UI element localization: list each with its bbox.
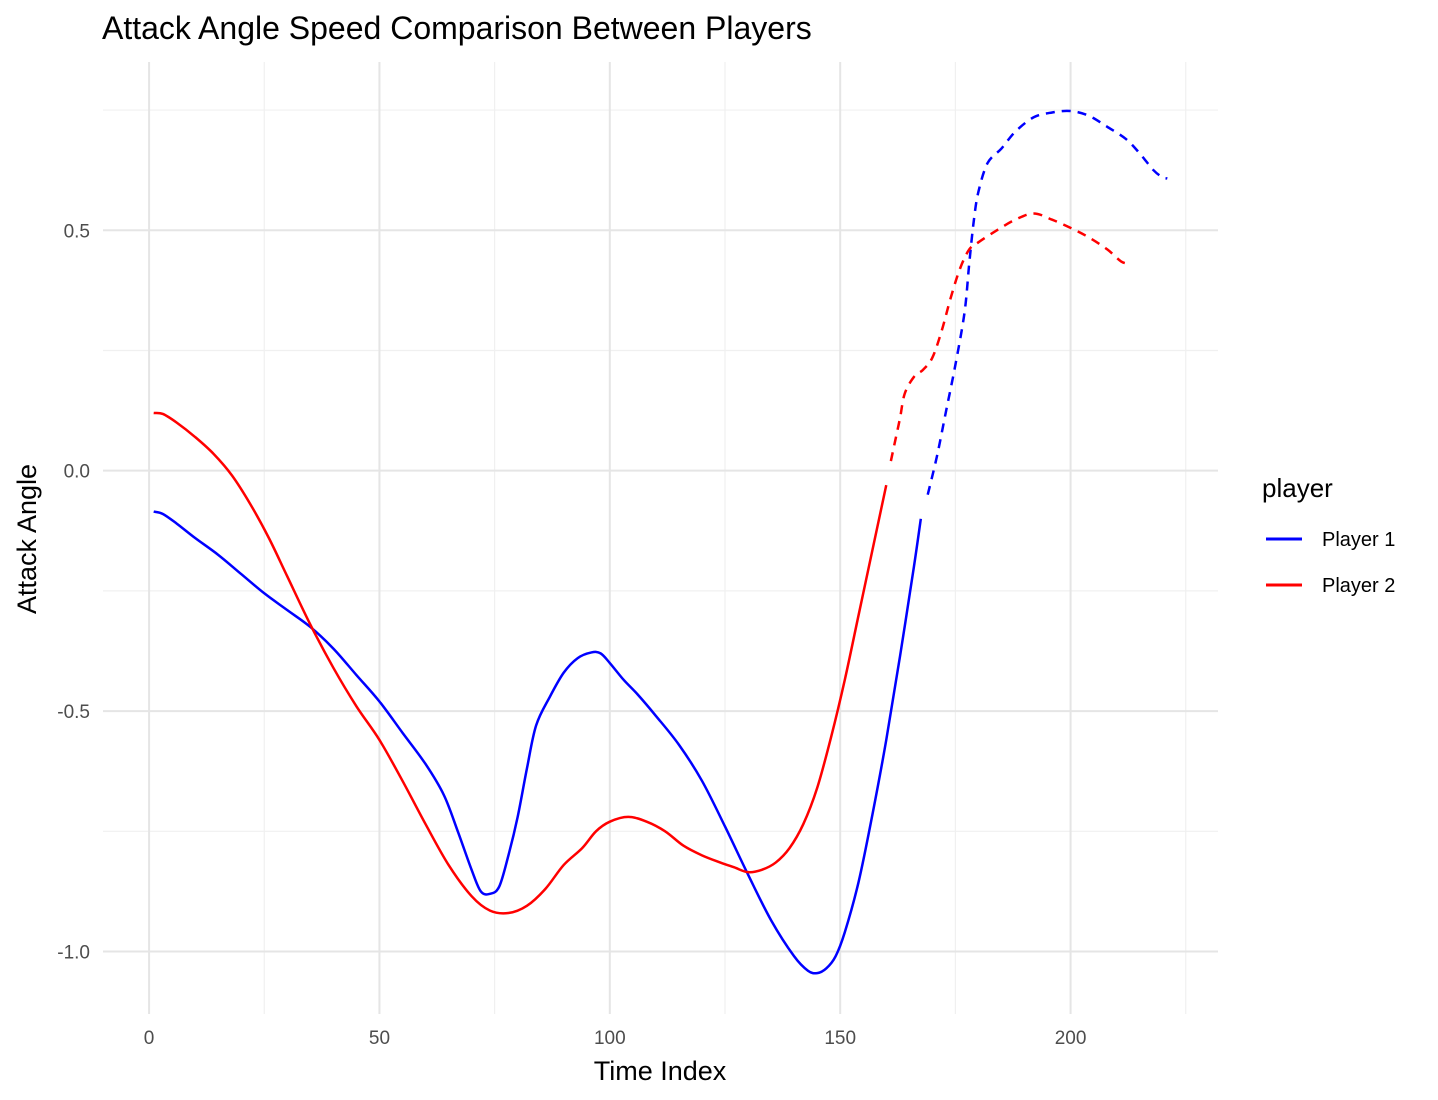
series-4-dashed-line (889, 212, 1131, 462)
legend-label-player-2: Player 2 (1322, 575, 1395, 597)
x-tick-label: 150 (824, 1028, 856, 1049)
x-tick-label: 0 (144, 1028, 155, 1049)
x-tick-label: 200 (1055, 1028, 1087, 1049)
x-tick-label: 50 (369, 1028, 390, 1049)
series-2-dashed-line (926, 109, 1168, 496)
x-tick-label: 100 (594, 1028, 626, 1049)
plot-grid (103, 62, 1218, 1014)
legend-label-player-1: Player 1 (1322, 529, 1395, 551)
axis-ticks: 0 50 100 150 200 -1.0 -0.5 0.0 0.5 (57, 221, 1086, 1049)
player-1-line (153, 510, 923, 975)
y-tick-label: -0.5 (57, 702, 90, 723)
legend: player Player 1 Player 2 (1262, 473, 1395, 597)
y-tick-label: 0.0 (64, 462, 90, 483)
y-tick-label: -1.0 (57, 942, 90, 963)
player-2-line (153, 411, 888, 915)
chart-title: Attack Angle Speed Comparison Between Pl… (102, 10, 812, 46)
x-axis-title: Time Index (594, 1056, 727, 1086)
plot-series (153, 109, 1168, 975)
legend-title: player (1262, 473, 1333, 503)
y-tick-label: 0.5 (64, 221, 90, 242)
y-axis-title: Attack Angle (12, 464, 42, 614)
